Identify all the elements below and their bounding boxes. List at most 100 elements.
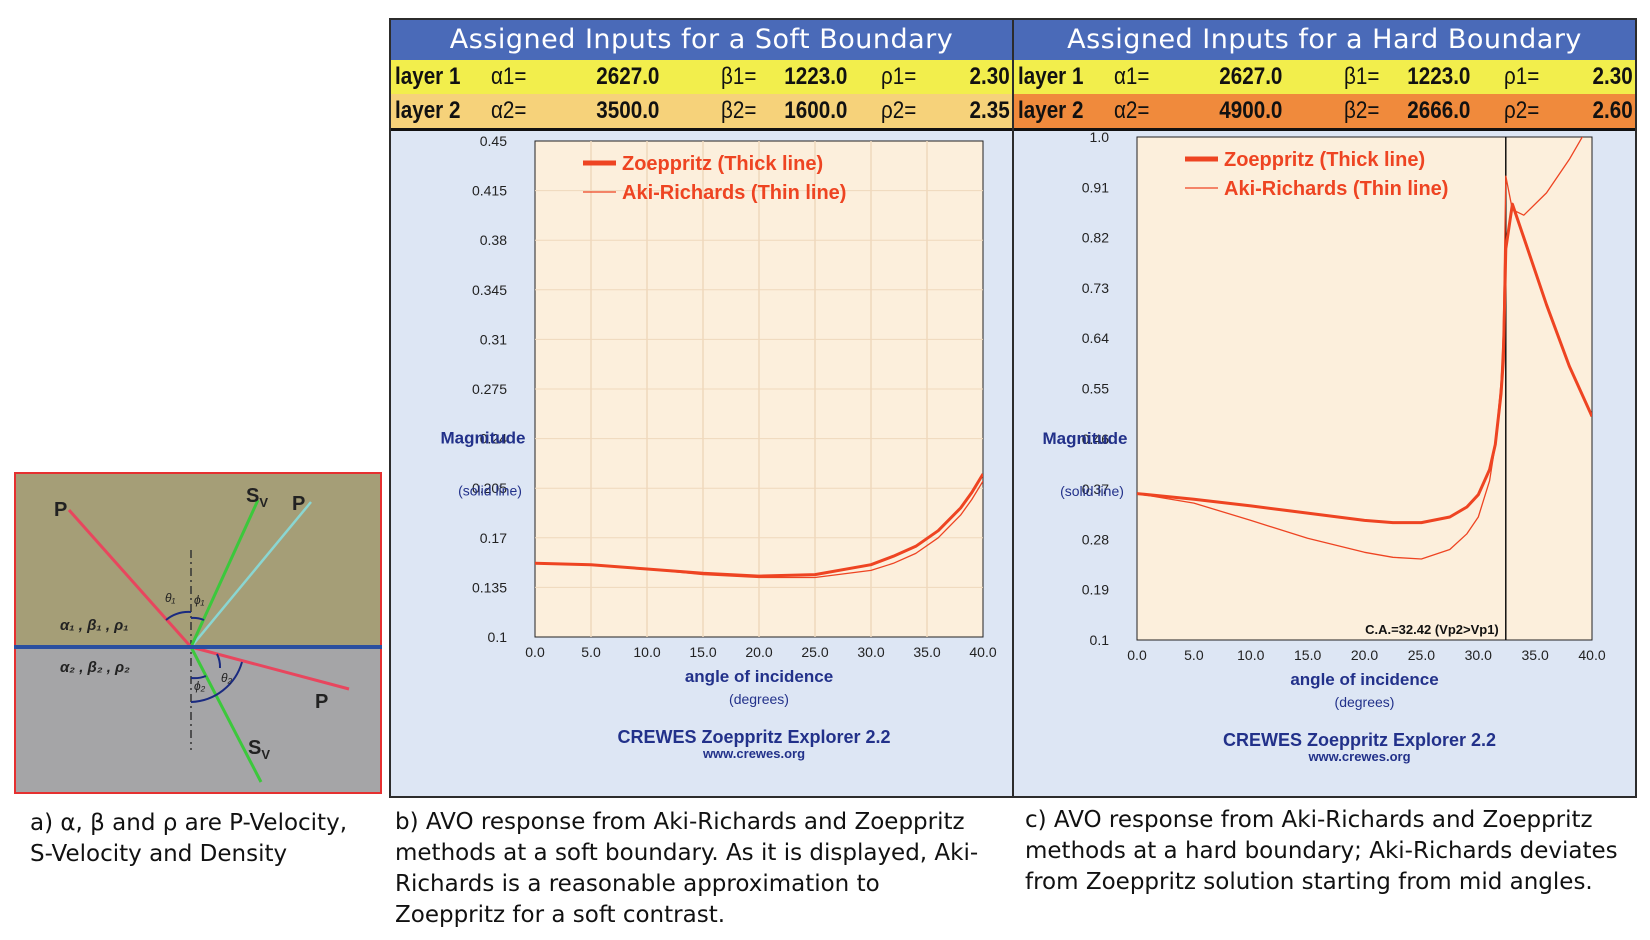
lower-medium — [14, 647, 382, 794]
y-tick-label: 0.415 — [472, 183, 507, 199]
x-tick-label: 35.0 — [913, 644, 940, 660]
rho-label: ρ2= — [881, 97, 917, 124]
legend-label: Zoeppritz (Thick line) — [1224, 149, 1425, 171]
rho-value: 2.60 — [1592, 97, 1633, 124]
y-axis-title: Magnitude — [1043, 429, 1128, 448]
y-tick-label: 0.17 — [480, 530, 507, 546]
label-phi2: ϕ₂ — [194, 679, 206, 693]
y-tick-label: 0.38 — [480, 232, 507, 248]
beta-value: 1223.0 — [1406, 63, 1470, 90]
y-axis-subtitle: (solid line) — [1060, 483, 1124, 499]
y-tick-label: 0.91 — [1082, 179, 1109, 195]
y-tick-label: 0.19 — [1082, 582, 1109, 598]
label-theta2: θ₂ — [221, 671, 233, 685]
y-axis-title: Magnitude — [441, 429, 526, 448]
y-tick-label: 0.31 — [480, 331, 507, 347]
input-row-layer2: layer 2 α2= 3500.0 β2= 1600.0 ρ2= 2.35 — [391, 94, 1012, 131]
x-tick-label: 10.0 — [633, 644, 660, 660]
y-tick-label: 0.275 — [472, 381, 507, 397]
ray-diagram: P SV P P SV θ₁ ϕ₁ θ₂ ϕ₂ α₁ , β₁ , ρ₁ α₂ … — [14, 472, 382, 794]
p-incident-ray — [67, 509, 193, 648]
label-p-reflected: P — [292, 493, 305, 515]
panel-title: Assigned Inputs for a Soft Boundary — [391, 20, 1012, 60]
x-tick-label: 0.0 — [1127, 647, 1147, 663]
x-tick-label: 35.0 — [1522, 647, 1549, 663]
phi2-arc — [190, 675, 207, 680]
label-sv-reflected: SV — [246, 485, 268, 510]
x-tick-label: 25.0 — [1408, 647, 1435, 663]
x-axis-subtitle: (degrees) — [1335, 694, 1395, 710]
input-row-layer1: layer 1 α1= 2627.0 β1= 1223.0 ρ1= 2.30 — [1014, 60, 1635, 94]
x-tick-label: 30.0 — [857, 644, 884, 660]
x-axis-subtitle: (degrees) — [729, 691, 789, 707]
x-tick-label: 40.0 — [969, 644, 996, 660]
panel-title: Assigned Inputs for a Hard Boundary — [1014, 20, 1635, 60]
x-tick-label: 15.0 — [1294, 647, 1321, 663]
alpha-value: 3500.0 — [595, 97, 659, 124]
x-axis-title: angle of incidence — [1290, 670, 1438, 689]
rho-label: ρ2= — [1504, 97, 1540, 124]
label-phi1: ϕ₁ — [194, 593, 205, 607]
rho-value: 2.30 — [969, 63, 1010, 90]
input-row-layer2: layer 2 α2= 4900.0 β2= 2666.0 ρ2= 2.60 — [1014, 94, 1635, 131]
y-tick-label: 0.64 — [1082, 330, 1109, 346]
x-tick-label: 5.0 — [581, 644, 601, 660]
label-p-incident: P — [54, 499, 67, 521]
x-tick-label: 40.0 — [1578, 647, 1605, 663]
s-reflected-ray — [189, 499, 260, 648]
legend-label: Aki-Richards (Thin line) — [622, 182, 846, 204]
avo-chart-hard: 0.0 5.0 10.0 15.0 20.0 25.0 30.0 35.0 40.0 0.1 0.1… — [1043, 131, 1606, 764]
caption-a: a) α, β and ρ are P-Velocity, S-Velocity … — [30, 810, 348, 867]
plot-area — [1136, 136, 1593, 641]
x-tick-label: 25.0 — [801, 644, 828, 660]
footer-url: www.crewes.org — [1307, 749, 1410, 764]
critical-angle-label: C.A.=32.42 (Vp2>Vp1) — [1365, 622, 1499, 637]
rho-label: ρ1= — [881, 63, 917, 90]
x-tick-label: 15.0 — [689, 644, 716, 660]
y-tick-label: 0.46 — [1082, 431, 1109, 447]
p-reflected-ray — [190, 501, 312, 648]
alpha-label: α2= — [1114, 97, 1150, 124]
layer-name: layer 2 — [1018, 97, 1084, 124]
y-tick-label: 0.55 — [1082, 381, 1109, 397]
y-tick-label: 0.82 — [1082, 230, 1109, 246]
alpha-label: α1= — [1114, 63, 1150, 90]
beta-label: β2= — [721, 97, 757, 124]
beta-value: 1600.0 — [783, 97, 847, 124]
theta1-arc — [165, 610, 192, 621]
alpha-label: α2= — [491, 97, 527, 124]
beta-value: 2666.0 — [1406, 97, 1470, 124]
beta-value: 1223.0 — [783, 63, 847, 90]
x-tick-label: 5.0 — [1184, 647, 1204, 663]
y-tick-label: 0.37 — [1082, 481, 1109, 497]
y-tick-label: 0.73 — [1082, 280, 1109, 296]
caption-c: c) AVO response from Aki-Richards and Zo… — [1025, 807, 1618, 895]
x-tick-label: 10.0 — [1237, 647, 1264, 663]
footer-url: www.crewes.org — [702, 746, 805, 761]
layer-name: layer 1 — [1018, 63, 1084, 90]
x-axis-title: angle of incidence — [685, 667, 833, 686]
layer-name: layer 2 — [395, 97, 461, 124]
y-tick-label: 1.0 — [1090, 131, 1110, 145]
rho-value: 2.30 — [1592, 63, 1633, 90]
beta-label: β1= — [721, 63, 757, 90]
panel-hard-boundary: Assigned Inputs for a Hard Boundary laye… — [1012, 18, 1637, 798]
rho-label: ρ1= — [1504, 63, 1540, 90]
footer-title: CREWES Zoeppritz Explorer 2.2 — [617, 727, 890, 747]
rho-value: 2.35 — [969, 97, 1010, 124]
angle-arc-large — [190, 661, 243, 703]
series-line-aki-richards — [1137, 137, 1584, 560]
alpha-value: 2627.0 — [1218, 63, 1282, 90]
y-tick-label: 0.345 — [472, 282, 507, 298]
label-theta1: θ₁ — [165, 591, 176, 605]
y-tick-label: 0.205 — [472, 480, 507, 496]
input-row-layer1: layer 1 α1= 2627.0 β1= 1223.0 ρ1= 2.30 — [391, 60, 1012, 94]
alpha-value: 4900.0 — [1218, 97, 1282, 124]
x-tick-label: 30.0 — [1465, 647, 1492, 663]
y-tick-label: 0.28 — [1082, 531, 1109, 547]
alpha-label: α1= — [491, 63, 527, 90]
theta2-arc — [216, 653, 222, 669]
y-tick-label: 0.45 — [480, 133, 507, 149]
caption-b: b) AVO response from Aki-Richards and Zo… — [395, 809, 979, 928]
beta-label: β2= — [1344, 97, 1380, 124]
